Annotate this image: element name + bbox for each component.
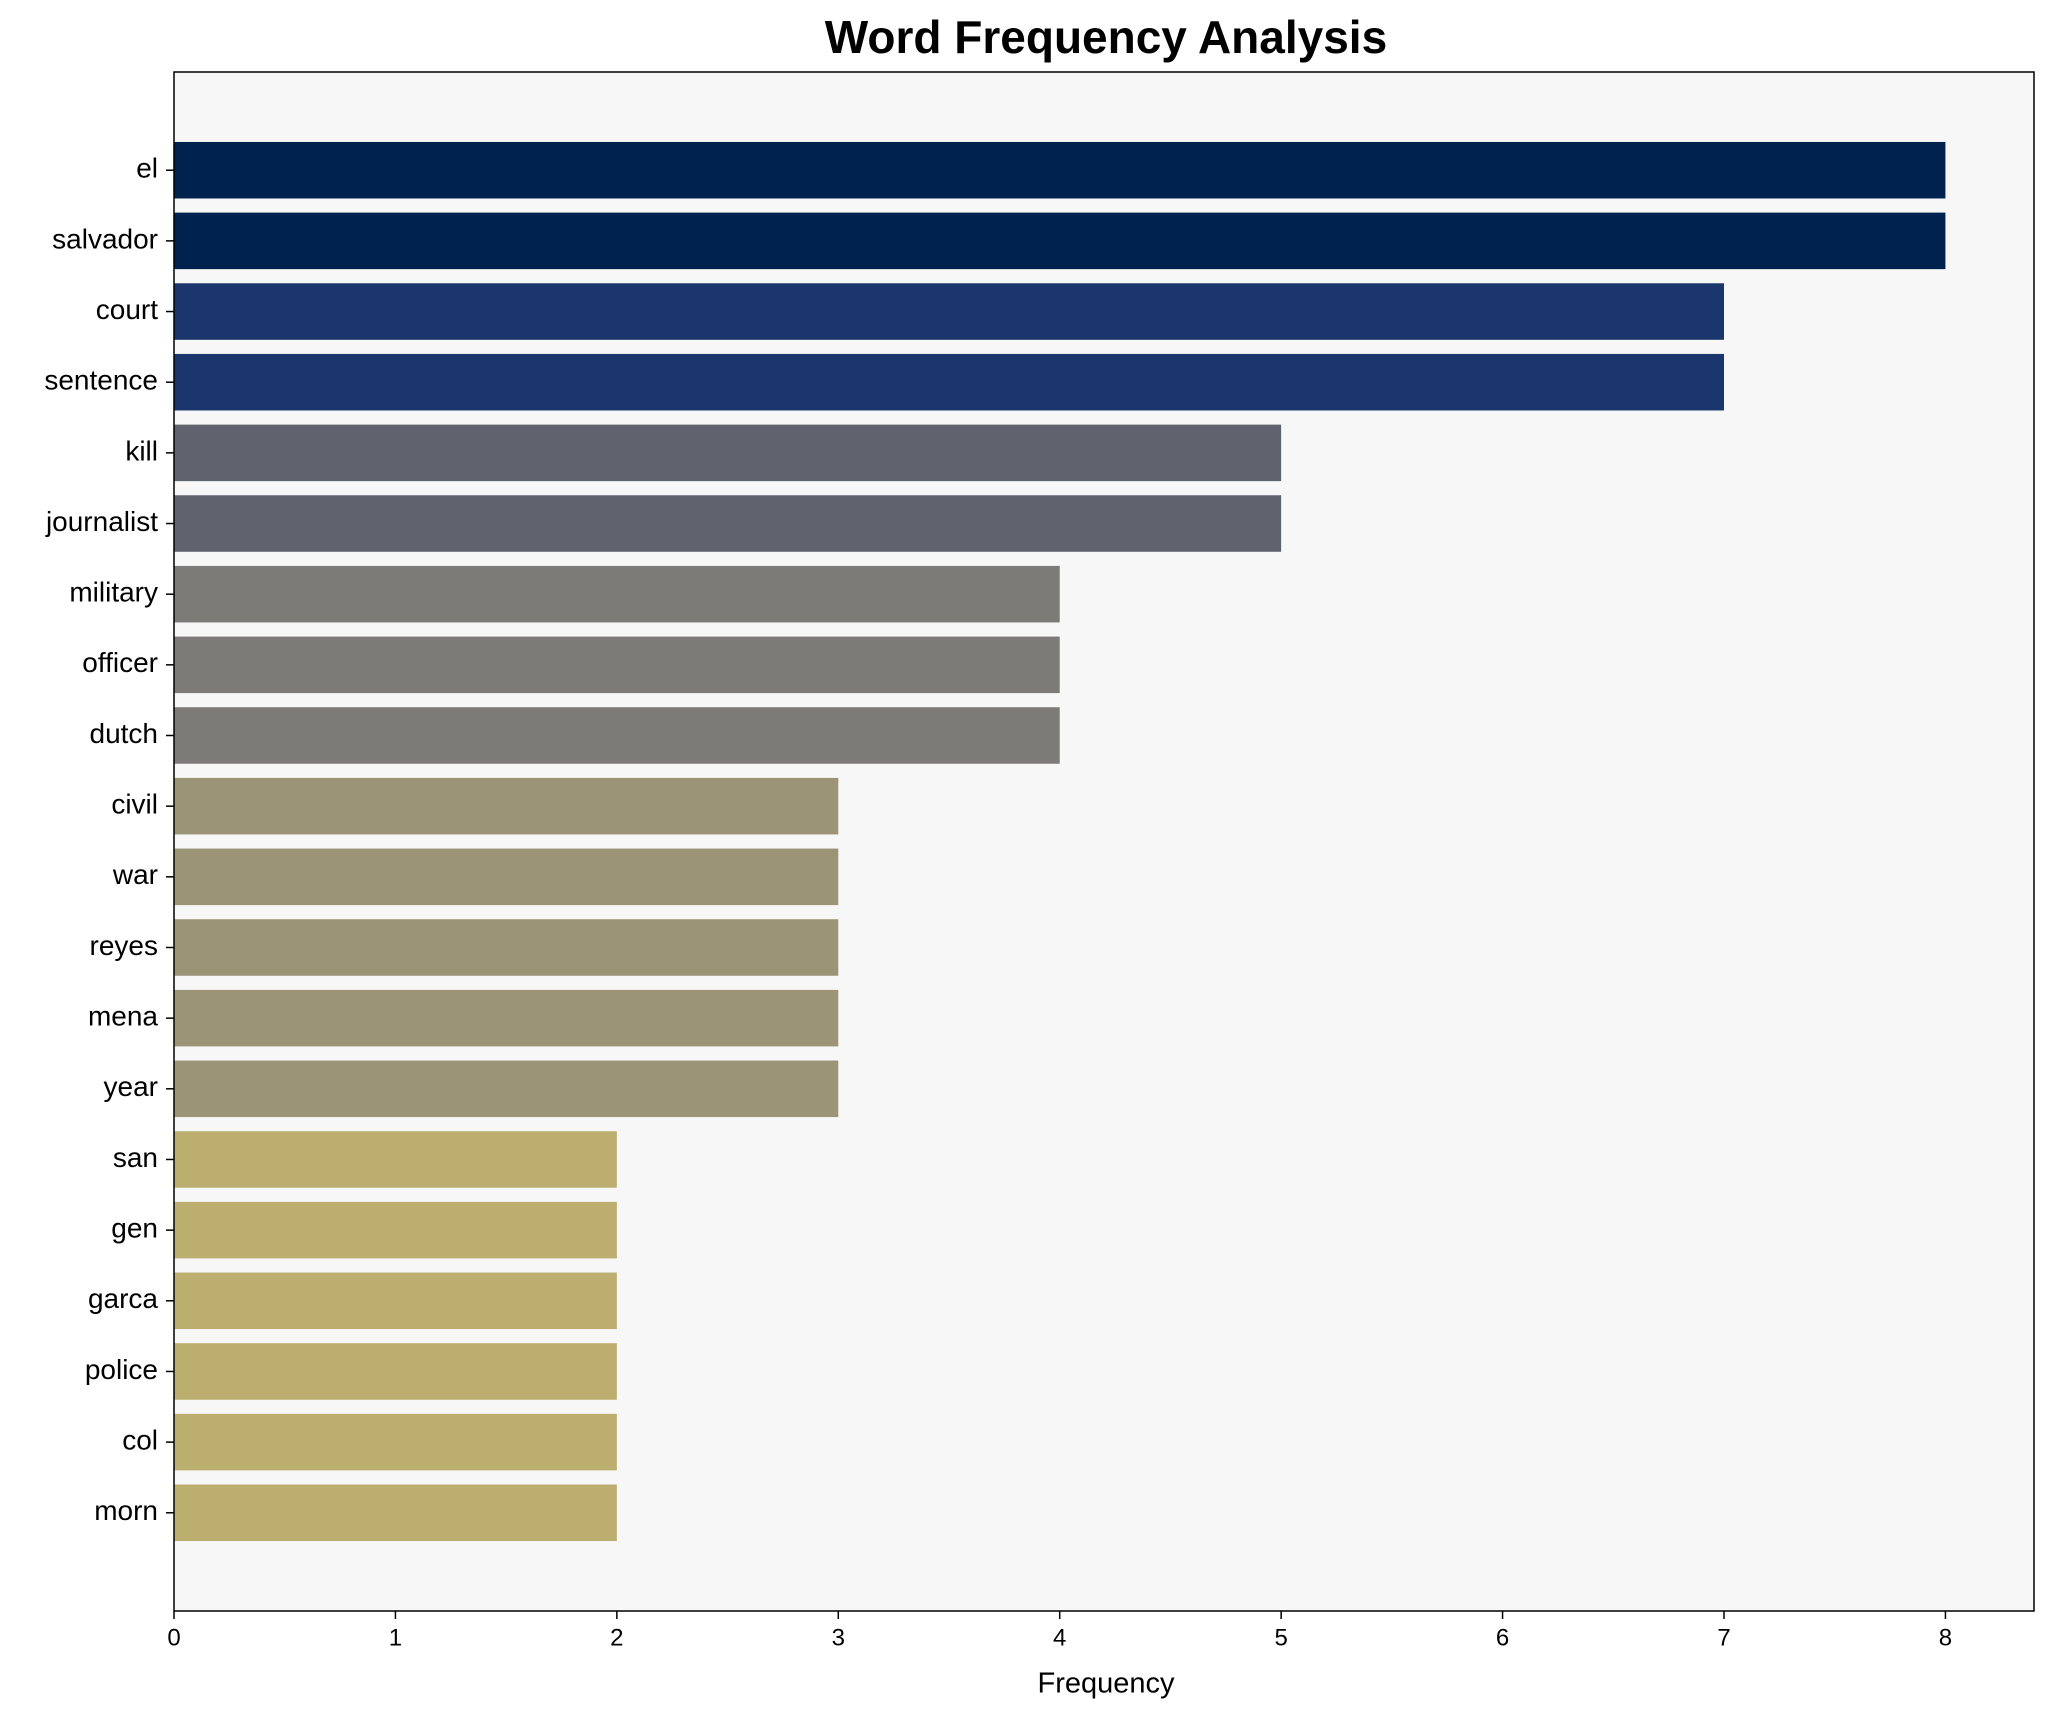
bar: [174, 1484, 617, 1542]
bar: [174, 141, 1946, 199]
y-tick-label: war: [112, 859, 158, 890]
y-tick-label: kill: [125, 435, 158, 466]
y-tick-label: officer: [82, 647, 158, 678]
x-tick-label: 3: [832, 1624, 845, 1651]
y-tick-label: gen: [111, 1213, 158, 1244]
y-tick-label: morn: [94, 1495, 158, 1526]
bar: [174, 1131, 617, 1188]
bar: [174, 353, 1724, 411]
chart-title: Word Frequency Analysis: [825, 11, 1387, 63]
bar: [174, 565, 1060, 623]
y-tick-label: dutch: [90, 718, 159, 749]
x-tick-label: 2: [610, 1624, 623, 1651]
bar: [174, 1201, 617, 1259]
x-axis-label: Frequency: [1037, 1668, 1175, 1700]
y-tick-label: mena: [88, 1001, 158, 1032]
bar: [174, 1060, 839, 1118]
y-tick-label: police: [85, 1354, 158, 1385]
bar: [174, 1413, 617, 1471]
bar: [174, 707, 1060, 764]
bar: [174, 848, 839, 906]
y-tick-label: year: [104, 1071, 158, 1102]
x-tick-label: 1: [389, 1624, 402, 1651]
x-tick-label: 0: [167, 1624, 180, 1651]
y-tick-label: military: [69, 577, 158, 608]
x-tick-label: 6: [1496, 1624, 1509, 1651]
bar: [174, 495, 1282, 552]
bar: [174, 636, 1060, 694]
y-tick-label: sentence: [44, 365, 158, 396]
y-tick-label: garca: [88, 1283, 158, 1314]
x-tick-label: 7: [1717, 1624, 1730, 1651]
y-tick-label: court: [96, 294, 158, 325]
bar: [174, 919, 839, 976]
y-tick-label: journalist: [45, 506, 158, 537]
plot-frame: [173, 71, 2035, 1612]
bar: [174, 777, 839, 835]
y-tick-label: salvador: [52, 223, 158, 254]
bar: [174, 283, 1724, 340]
y-tick-label: el: [136, 153, 158, 184]
bar: [174, 1343, 617, 1400]
y-tick-label: reyes: [90, 930, 158, 961]
bar: [174, 989, 839, 1047]
y-tick-label: civil: [111, 789, 158, 820]
bar: [174, 424, 1282, 482]
bar: [174, 1272, 617, 1330]
y-tick-label: col: [122, 1425, 158, 1456]
bar: [174, 212, 1946, 270]
x-tick-label: 8: [1939, 1624, 1952, 1651]
y-tick-label: san: [113, 1142, 158, 1173]
x-tick-label: 5: [1274, 1624, 1287, 1651]
x-tick-label: 4: [1053, 1624, 1066, 1651]
